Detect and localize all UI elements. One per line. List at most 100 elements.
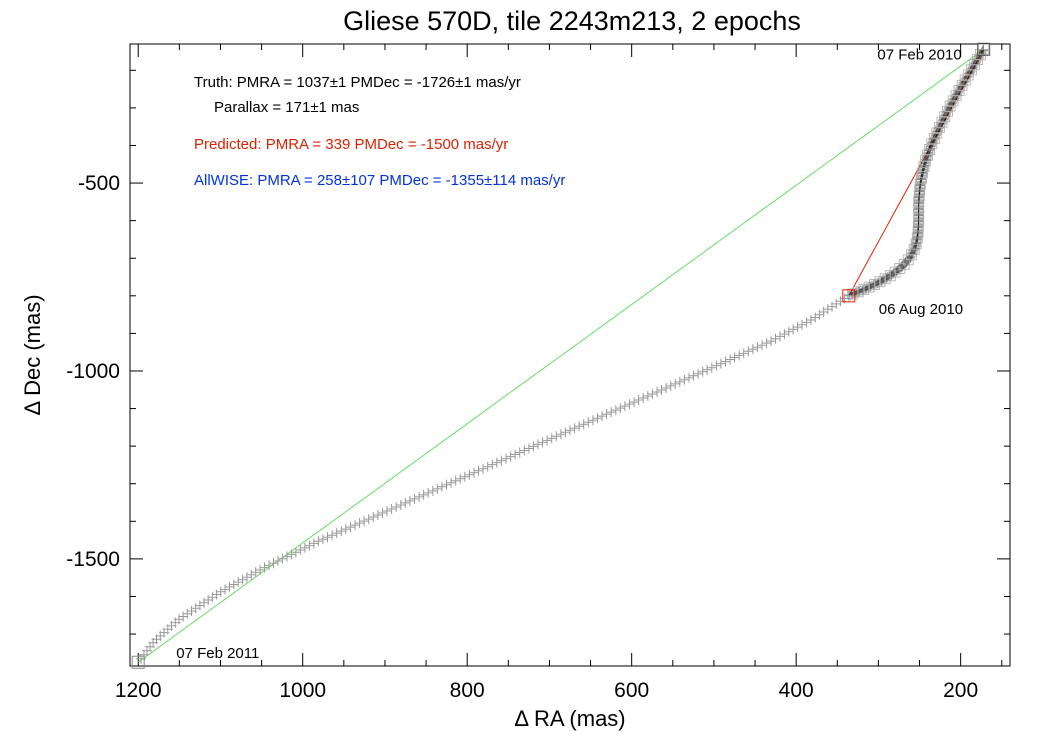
track-point — [542, 435, 553, 446]
track-point — [551, 431, 562, 442]
track-point — [455, 473, 466, 484]
track-point — [711, 360, 722, 371]
track-point — [977, 45, 988, 56]
track-point — [924, 144, 935, 155]
track-point — [697, 366, 708, 377]
track-point — [775, 331, 785, 342]
track-square-marker — [852, 286, 864, 298]
track-point — [264, 560, 274, 571]
track-point — [720, 356, 731, 367]
track-square-marker — [916, 172, 927, 184]
x-tick-label: 200 — [943, 679, 978, 702]
epoch-markers — [131, 42, 991, 669]
track-point — [583, 417, 594, 428]
track-point — [652, 387, 662, 397]
track-point — [734, 350, 745, 361]
track-point — [220, 584, 231, 595]
track-point — [560, 427, 571, 438]
track-square-marker — [912, 226, 924, 238]
track-point — [546, 433, 557, 444]
track-point — [491, 457, 502, 468]
track-square-marker — [898, 258, 910, 270]
track-point — [629, 397, 640, 408]
track-square-marker — [917, 166, 929, 178]
track-square-marker — [911, 232, 923, 244]
track-square-marker — [931, 127, 943, 139]
track-square-marker — [858, 284, 870, 296]
track-point — [277, 553, 288, 564]
epoch-marker — [131, 655, 145, 669]
track-point — [207, 592, 218, 603]
track-point — [693, 368, 704, 379]
track-point — [386, 504, 397, 514]
track-point — [246, 569, 257, 580]
track-point — [843, 290, 854, 301]
track-point — [661, 383, 672, 393]
axis-ticks — [130, 44, 1010, 666]
track-point — [684, 372, 694, 383]
track-point — [464, 469, 475, 480]
track-point — [971, 55, 982, 66]
track-point — [432, 483, 443, 494]
track-point — [801, 317, 812, 328]
track-point — [638, 393, 649, 403]
track-point — [469, 467, 479, 478]
track-square-marker — [913, 202, 925, 214]
track-point — [606, 407, 617, 418]
annotation-text: AllWISE: PMRA = 258±107 PMDec = -1355±11… — [194, 172, 565, 189]
track-point — [345, 522, 356, 533]
track-point — [290, 547, 301, 558]
track-point — [295, 545, 306, 555]
track-point — [702, 364, 713, 375]
track-point — [747, 344, 758, 355]
track-point — [537, 437, 548, 448]
track-point — [615, 403, 626, 414]
track-point — [674, 376, 685, 387]
track-point — [555, 429, 566, 440]
y-axis-label: Δ Dec (mas) — [20, 294, 45, 415]
track-square-marker — [912, 220, 924, 232]
track-point — [757, 340, 767, 351]
track-point — [619, 401, 630, 412]
track-point — [215, 586, 226, 597]
track-point — [382, 506, 392, 516]
track-square-marker — [913, 190, 925, 202]
x-tick-label: 600 — [614, 679, 649, 702]
track-point — [533, 439, 543, 450]
track-point — [738, 348, 749, 359]
track-square-marker — [922, 149, 934, 161]
allwise-motion-line — [137, 48, 984, 663]
track-point — [965, 66, 976, 77]
track-point — [186, 606, 197, 616]
track-square-marker — [918, 161, 930, 172]
track-point — [331, 528, 342, 539]
track-point — [299, 542, 310, 553]
track-point — [633, 395, 644, 405]
track-point — [268, 558, 279, 569]
track-square-marker — [847, 288, 859, 300]
track-point — [752, 342, 763, 353]
track-point — [715, 358, 726, 369]
track-point — [818, 307, 829, 317]
track-point — [354, 518, 365, 529]
track-point — [190, 603, 201, 614]
track-point — [528, 441, 539, 452]
track-point — [368, 512, 379, 522]
track-point — [418, 489, 429, 500]
track-point — [810, 312, 821, 323]
track-point — [313, 536, 324, 547]
track-point — [761, 338, 772, 349]
track-point — [308, 538, 319, 549]
track-point — [409, 493, 420, 504]
epoch-marker — [977, 42, 991, 56]
epoch-marker — [842, 289, 856, 303]
track-point — [259, 562, 270, 573]
y-tick-label: -1000 — [66, 360, 120, 383]
y-tick-label: -1500 — [66, 548, 120, 571]
track-point — [706, 362, 717, 373]
track-point — [881, 273, 892, 283]
plot-frame — [129, 43, 1011, 667]
track-point — [203, 595, 214, 605]
track-point — [797, 319, 807, 330]
track-point — [317, 534, 328, 545]
